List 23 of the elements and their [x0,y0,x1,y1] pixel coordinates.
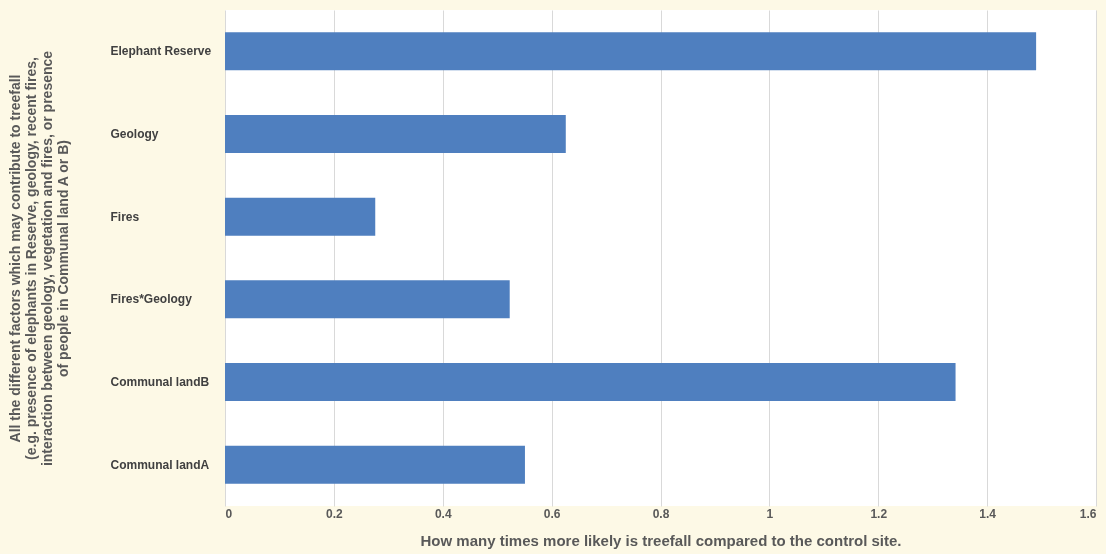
y-tick-label: Elephant Reserve [110,44,212,59]
x-tick-label: 1.4 [979,506,997,521]
bar [225,280,510,319]
y-tick-label: Geology [110,127,159,141]
y-tick-label: Communal landA [110,457,210,472]
x-tick-label: 1 [766,506,774,521]
x-tick-label: 1.2 [870,506,888,521]
x-tick-label: 0.8 [652,506,670,521]
x-tick-label: 0.6 [543,506,561,521]
bar [225,363,956,401]
y-axis-title: All the different factors which may contribute to treefall (e.g. presence of elephants in Reserve, geology, recent fires, interaction between geology, vegetation and fires, or presence of people in Communal land A or B) [6,50,71,467]
x-axis-title: How many times more likely is treefall compared to the control site. [420,531,902,549]
y-tick-label: Fires*Geology [110,292,193,307]
bar [225,115,566,153]
bar [225,32,1037,71]
x-tick-label: 0.4 [434,506,452,521]
x-tick-label: 0.2 [326,506,344,521]
bar [225,197,376,236]
x-tick-label: 1.6 [1079,506,1097,521]
bar [225,445,525,484]
x-tick-label: 0 [225,506,233,521]
y-tick-label: Communal landB [110,375,210,389]
y-tick-label: Fires [110,209,140,224]
